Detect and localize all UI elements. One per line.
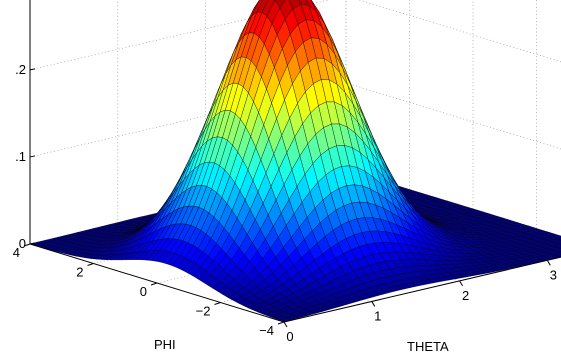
x-tick-mark bbox=[371, 301, 376, 307]
grid-line bbox=[358, 0, 561, 63]
y-tick-mark bbox=[23, 243, 31, 247]
z-tick-label: .1 bbox=[15, 149, 26, 164]
x-tick-label: 1 bbox=[374, 308, 381, 323]
y-tick-label: −4 bbox=[259, 323, 274, 338]
x-tick-mark bbox=[459, 280, 463, 287]
surface-mesh bbox=[29, 0, 561, 322]
y-tick-label: 4 bbox=[13, 245, 20, 260]
z-tick-label: 0 bbox=[19, 236, 26, 251]
z-tick-mark bbox=[29, 242, 36, 245]
y-tick-mark bbox=[150, 282, 158, 286]
y-tick-mark bbox=[87, 263, 94, 266]
x-tick-mark bbox=[546, 260, 551, 266]
x-tick-label: 0 bbox=[286, 329, 293, 344]
y-tick-mark bbox=[277, 321, 285, 325]
x-tick-label: 3 bbox=[550, 267, 557, 282]
x-tick-label: 2 bbox=[462, 288, 469, 303]
y-tick-label: −2 bbox=[196, 304, 211, 319]
y-tick-label: 2 bbox=[76, 265, 83, 280]
x-tick-mark bbox=[283, 321, 288, 328]
z-tick-mark bbox=[29, 155, 36, 158]
axes-layer bbox=[23, 0, 561, 328]
z-tick-label: .2 bbox=[15, 62, 26, 77]
grid-line bbox=[345, 82, 561, 150]
y-tick-label: 0 bbox=[140, 284, 147, 299]
z-tick-mark bbox=[29, 68, 36, 71]
y-axis-label: PHI bbox=[154, 337, 176, 352]
x-axis-label: THETA bbox=[407, 339, 449, 354]
y-tick-mark bbox=[214, 302, 221, 305]
